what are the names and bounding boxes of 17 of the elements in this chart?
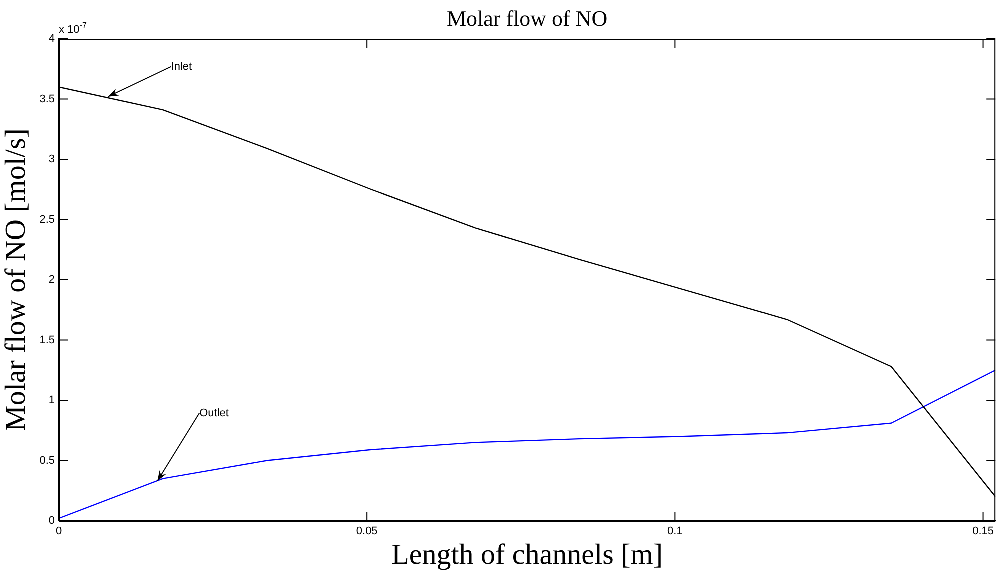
x-tick-label: 0.15	[972, 526, 994, 538]
y-tick-label: 0	[48, 515, 55, 528]
x-tick-label: 0.1	[668, 526, 683, 538]
y-tick-label: 4	[48, 33, 55, 46]
annotation: Outlet	[200, 407, 229, 420]
y-tick-label: 3.5	[40, 93, 55, 106]
chart-title: Molar flow of NO	[446, 6, 608, 31]
y-axis-title: Molar flow of NO [mol/s]	[0, 128, 32, 432]
y-tick-label: 1	[48, 394, 55, 407]
y-tick-label: 1.5	[40, 334, 55, 346]
y-tick-label: 2.5	[40, 214, 55, 226]
x-axis-title: Length of channels [m]	[392, 539, 663, 572]
annotation: Inlet	[171, 60, 192, 73]
y-tick-label: 3	[48, 154, 55, 166]
y-tick-label: 0.5	[40, 454, 55, 467]
x-tick-label: 0.05	[356, 526, 378, 538]
y-tick-label: 2	[48, 274, 55, 286]
